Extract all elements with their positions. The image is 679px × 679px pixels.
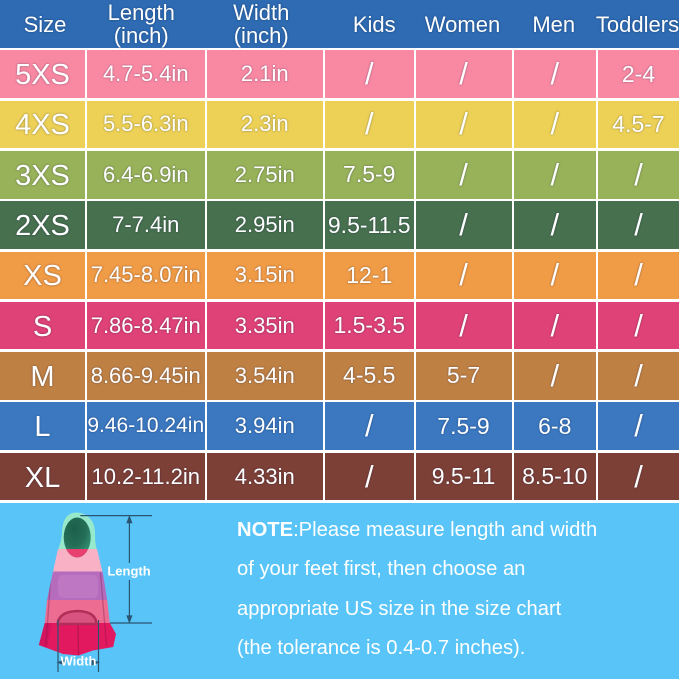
svg-text:Length: Length [107, 564, 150, 579]
svg-text:Width: Width [61, 654, 97, 669]
